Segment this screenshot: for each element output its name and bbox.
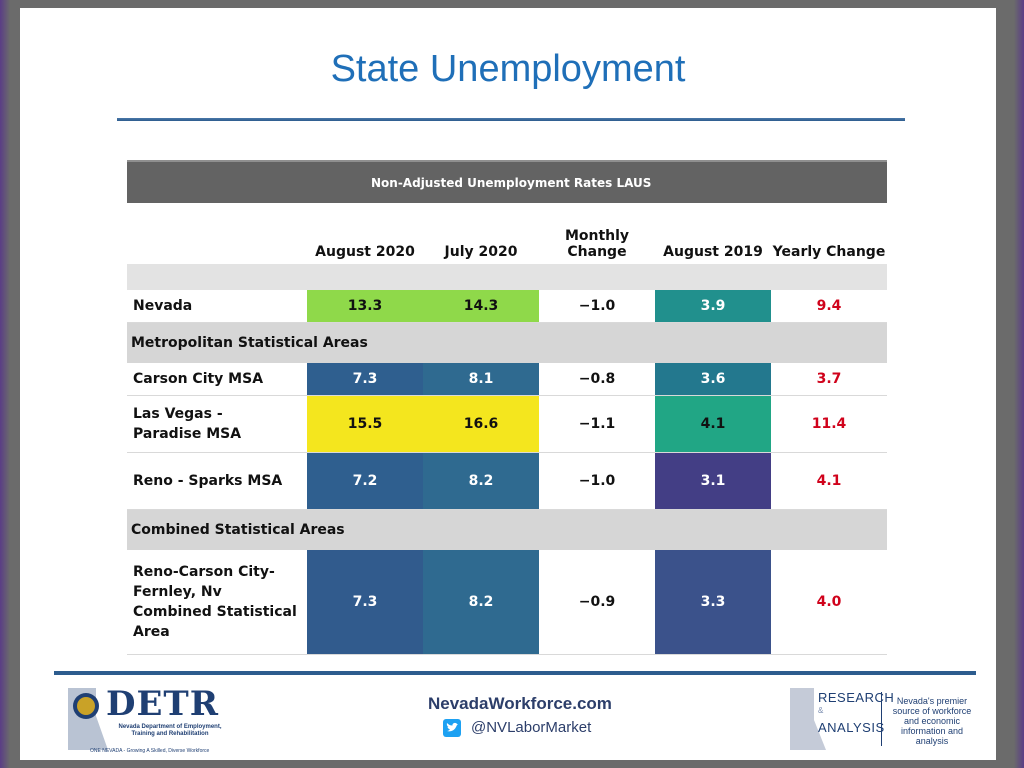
- cell-monthly-change: −0.9: [539, 550, 655, 655]
- twitter-icon[interactable]: [443, 719, 461, 737]
- footer-divider: [54, 671, 976, 675]
- table-caption: Non-Adjusted Unemployment Rates LAUS: [127, 160, 887, 203]
- research-analysis-logo: RESEARCH & ANALYSIS Nevada's premier sou…: [788, 686, 978, 752]
- table-row: Reno - Sparks MSA 7.2 8.2 −1.0 3.1 4.1: [127, 452, 887, 510]
- website-link[interactable]: NevadaWorkforce.com: [428, 694, 612, 713]
- cell-aug2020: 7.3: [307, 363, 423, 396]
- ra-description: Nevada's premier source of workforce and…: [892, 696, 972, 746]
- cell-monthly-change: −1.1: [539, 395, 655, 453]
- cell-monthly-change: −1.0: [539, 290, 655, 323]
- header-monthly-change: Monthly Change: [564, 228, 630, 260]
- row-name: Reno - Sparks MSA: [127, 452, 307, 510]
- detr-tagline: ONE NEVADA - Growing A Skilled, Diverse …: [90, 748, 210, 754]
- ra-ampersand: &: [818, 706, 824, 715]
- table-row: Nevada 13.3 14.3 −1.0 3.9 9.4: [127, 290, 887, 323]
- spacer-row: [127, 264, 887, 290]
- ra-divider: [881, 692, 882, 746]
- cell-monthly-change: −1.0: [539, 452, 655, 510]
- nevada-seal-icon: [68, 688, 108, 750]
- section-label-csa: Combined Statistical Areas: [127, 509, 887, 550]
- cell-aug2020: 7.3: [307, 550, 423, 655]
- table-row: Las Vegas - Paradise MSA 15.5 16.6 −1.1 …: [127, 395, 887, 453]
- cell-jul2020: 16.6: [423, 395, 539, 453]
- cell-aug2019: 4.1: [655, 395, 771, 453]
- cell-yearly-change: 4.1: [771, 452, 887, 510]
- header-row: August 2020 July 2020 Monthly Change Aug…: [127, 203, 887, 264]
- cell-aug2019: 3.6: [655, 363, 771, 396]
- cell-jul2020: 8.2: [423, 452, 539, 510]
- cell-monthly-change: −0.8: [539, 363, 655, 396]
- page-title: State Unemployment: [330, 48, 686, 90]
- twitter-handle[interactable]: @NVLaborMarket: [471, 719, 592, 736]
- detr-subtitle: Nevada Department of Employment, Trainin…: [118, 724, 222, 737]
- cell-aug2020: 13.3: [307, 290, 423, 323]
- section-row: Combined Statistical Areas: [127, 509, 887, 550]
- row-name: Las Vegas - Paradise MSA: [127, 395, 307, 453]
- slide: State Unemployment Non-Adjusted Unemploy…: [20, 8, 996, 760]
- cell-yearly-change: 3.7: [771, 363, 887, 396]
- detr-wordmark: DETR: [106, 684, 219, 724]
- cell-aug2019: 3.9: [655, 290, 771, 323]
- ra-research-text: RESEARCH: [818, 690, 895, 705]
- header-yearly-change: Yearly Change: [772, 244, 886, 260]
- section-row: Metropolitan Statistical Areas: [127, 322, 887, 363]
- cell-yearly-change: 4.0: [771, 550, 887, 655]
- unemployment-table: Non-Adjusted Unemployment Rates LAUS Aug…: [127, 160, 887, 655]
- detr-logo: DETR Nevada Department of Employment, Tr…: [66, 684, 236, 754]
- header-jul2020: July 2020: [444, 244, 518, 260]
- cell-jul2020: 8.2: [423, 550, 539, 655]
- row-name: Reno-Carson City-Fernley, Nv Combined St…: [127, 550, 307, 655]
- cell-aug2019: 3.3: [655, 550, 771, 655]
- row-name: Carson City MSA: [127, 363, 307, 396]
- cell-aug2020: 15.5: [307, 395, 423, 453]
- ra-analysis-text: ANALYSIS: [818, 720, 885, 735]
- cell-yearly-change: 11.4: [771, 395, 887, 453]
- cell-aug2019: 3.1: [655, 452, 771, 510]
- table-row: Carson City MSA 7.3 8.1 −0.8 3.6 3.7: [127, 363, 887, 396]
- table-row: Reno-Carson City-Fernley, Nv Combined St…: [127, 550, 887, 655]
- cell-aug2020: 7.2: [307, 452, 423, 510]
- header-area: [127, 203, 307, 264]
- nevada-outline-icon: [790, 688, 826, 750]
- cell-jul2020: 14.3: [423, 290, 539, 323]
- section-label-msa: Metropolitan Statistical Areas: [127, 322, 887, 363]
- row-name: Nevada: [127, 290, 307, 323]
- cell-jul2020: 8.1: [423, 363, 539, 396]
- title-divider: [117, 118, 905, 121]
- header-aug2020: August 2020: [315, 244, 415, 260]
- cell-yearly-change: 9.4: [771, 290, 887, 323]
- header-aug2019: August 2019: [663, 244, 763, 260]
